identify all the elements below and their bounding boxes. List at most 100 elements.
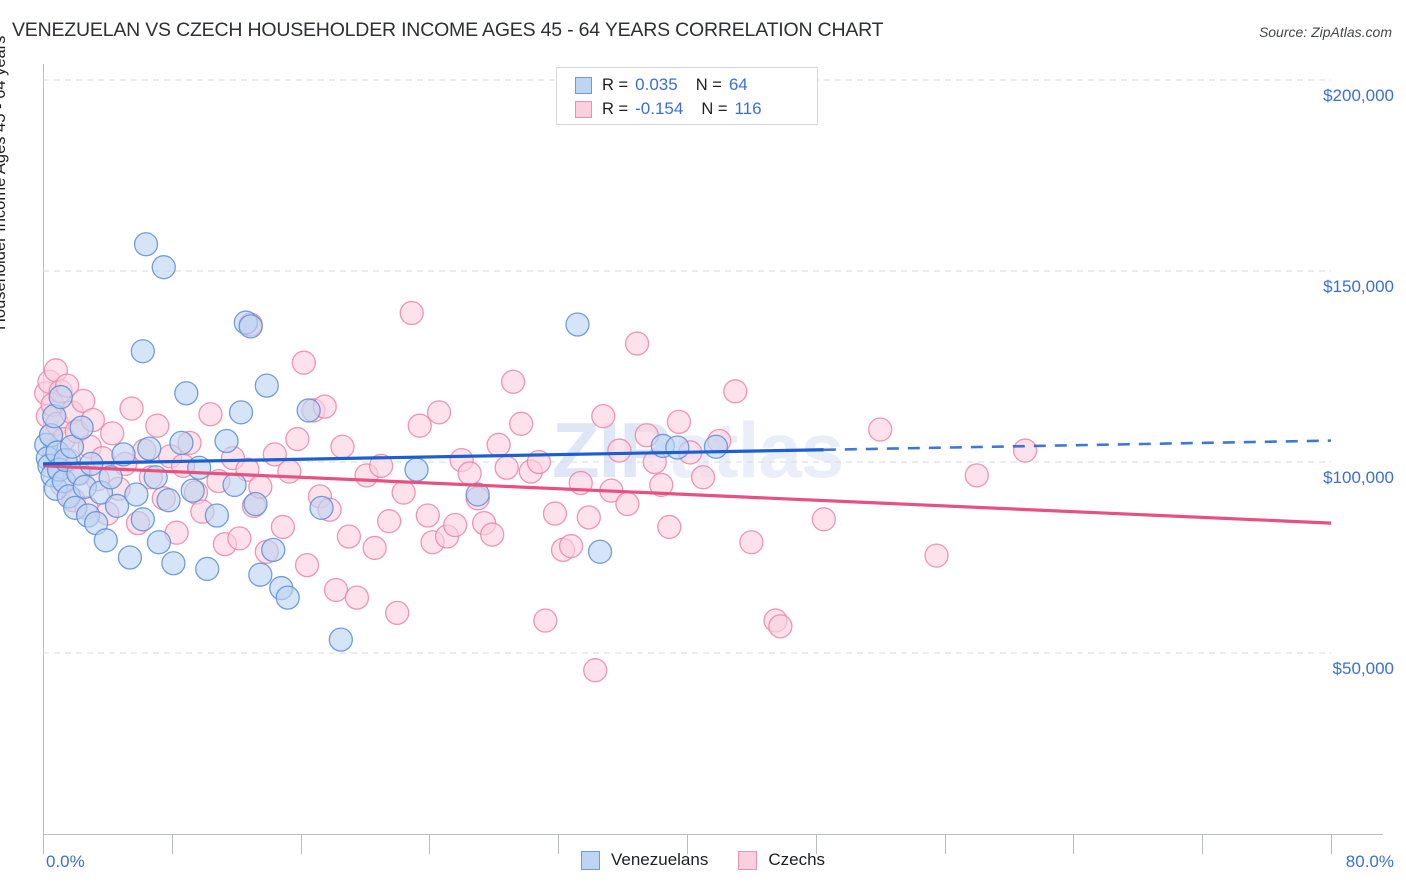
data-point <box>457 461 482 486</box>
n-label-czechs: N = <box>701 99 728 118</box>
x-axis-tick <box>1202 835 1204 854</box>
data-point <box>336 524 362 549</box>
data-point <box>494 455 519 480</box>
x-axis-line <box>43 834 1383 835</box>
data-point <box>607 438 632 463</box>
data-point <box>565 312 590 337</box>
data-point <box>156 488 181 513</box>
source-attribution: Source: ZipAtlas.com <box>1258 24 1392 40</box>
trendline-venezuelans-extrapolated <box>823 439 1332 452</box>
data-point <box>665 435 690 460</box>
data-point <box>426 400 452 425</box>
trendline-czechs <box>42 464 1332 525</box>
data-point <box>376 509 402 534</box>
data-point <box>391 480 416 505</box>
x-axis-tick <box>687 835 688 854</box>
data-point <box>542 501 568 526</box>
r-value-czechs: -0.154 <box>635 99 684 118</box>
x-axis-tick <box>300 835 302 854</box>
data-point <box>486 432 511 457</box>
stats-row-czechs: R = -0.154 N = 116 <box>575 97 817 121</box>
data-point <box>133 232 159 257</box>
data-point <box>222 472 247 498</box>
y-tick-label: $100,000 <box>1323 468 1394 487</box>
legend-label-czechs: Czechs <box>768 850 826 869</box>
y-tick-label: $50,000 <box>1332 659 1394 678</box>
y-tick-label: $150,000 <box>1323 277 1394 296</box>
data-point <box>204 503 230 528</box>
data-point <box>195 556 220 582</box>
data-point <box>291 350 316 375</box>
data-point <box>443 512 468 538</box>
data-point <box>576 505 601 530</box>
data-point <box>407 413 432 438</box>
venezuelans-swatch-icon <box>575 76 592 94</box>
x-axis-tick <box>558 835 560 854</box>
data-point <box>323 577 349 603</box>
data-point <box>385 600 410 626</box>
data-point <box>119 396 144 421</box>
data-point <box>180 478 205 503</box>
correlation-stats-box: R = 0.035 N = 64 R = -0.154 N = 116 <box>556 67 818 125</box>
r-label-venezuelans: R = <box>602 75 629 94</box>
data-point <box>111 442 136 467</box>
data-point <box>227 526 252 551</box>
legend-label-venezuelans: Venezuelans <box>610 850 709 869</box>
legend-swatch-venezuelans-icon <box>580 850 600 870</box>
series-venezuelans <box>34 232 729 652</box>
data-point <box>130 507 155 532</box>
data-point <box>330 434 355 459</box>
x-axis-max-label: 80.0% <box>1345 852 1394 871</box>
data-point <box>93 528 118 553</box>
data-point <box>309 495 334 520</box>
data-point <box>657 514 682 540</box>
data-point <box>399 300 424 326</box>
data-point <box>703 434 729 459</box>
data-point <box>285 426 310 452</box>
legend-item-czechs[interactable]: Czechs <box>738 850 825 870</box>
data-point <box>130 339 155 364</box>
data-point <box>277 459 302 484</box>
data-point <box>146 530 172 555</box>
x-axis-tick <box>1331 835 1332 854</box>
data-point <box>768 614 793 639</box>
data-point <box>415 503 440 528</box>
data-point <box>868 417 893 442</box>
data-point <box>362 535 387 561</box>
plot-area <box>34 64 1332 834</box>
data-point <box>649 472 674 498</box>
x-axis-min-label: 0.0% <box>46 852 85 871</box>
data-point <box>296 398 321 423</box>
r-label-czechs: R = <box>602 99 629 118</box>
data-point <box>690 465 716 490</box>
data-point <box>587 539 613 564</box>
data-point <box>591 404 616 429</box>
data-point <box>117 545 143 570</box>
czechs-swatch-icon <box>575 100 592 118</box>
data-point <box>811 507 836 532</box>
data-point <box>98 465 123 490</box>
data-point <box>964 463 989 488</box>
data-point <box>151 255 176 280</box>
data-point <box>69 415 94 440</box>
data-point <box>344 585 370 610</box>
data-point <box>924 543 949 568</box>
data-point <box>270 514 296 540</box>
data-point <box>404 457 429 482</box>
data-point <box>228 400 254 425</box>
legend-item-venezuelans[interactable]: Venezuelans <box>580 850 709 870</box>
data-point <box>583 658 608 683</box>
data-point <box>368 453 394 478</box>
data-point <box>198 402 223 427</box>
data-point <box>161 551 186 576</box>
data-point <box>739 530 764 555</box>
legend-swatch-czechs-icon <box>738 850 758 870</box>
trendline-venezuelans <box>42 448 824 466</box>
y-tick-label: $200,000 <box>1323 86 1394 105</box>
data-point <box>124 482 149 507</box>
x-axis-tick <box>1073 835 1075 854</box>
data-point <box>48 384 73 410</box>
series-legend: Venezuelans Czechs <box>0 850 1406 870</box>
data-point <box>104 493 130 519</box>
